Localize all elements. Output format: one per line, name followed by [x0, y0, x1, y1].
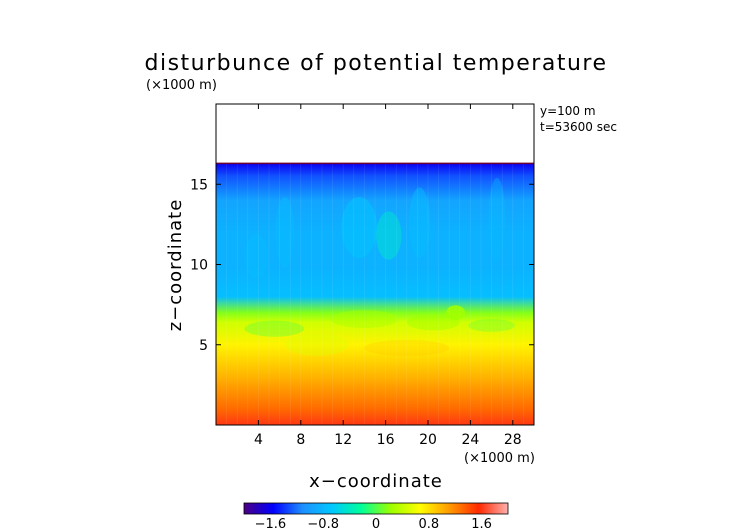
colorbar-tick-label: 1.6 — [471, 517, 492, 532]
colorbar-ticks: −1.6 −0.8 0 0.8 1.6 — [255, 517, 492, 532]
colorbar-tick-label: 0.8 — [418, 517, 439, 532]
x-tick-label: 4 — [254, 432, 263, 448]
y-axis-label: z−coordinate — [165, 199, 186, 332]
eddy — [406, 314, 460, 331]
x-tick-label: 24 — [461, 432, 479, 448]
y-axis-ticks: 5 10 15 — [190, 177, 534, 354]
x-tick-label: 8 — [296, 432, 305, 448]
x-tick-label: 28 — [504, 432, 522, 448]
eddy — [244, 320, 304, 337]
y-tick-label: 10 — [190, 258, 208, 274]
x-tick-label: 16 — [377, 432, 395, 448]
y-tick-label: 5 — [199, 338, 208, 354]
colorbar — [243, 502, 509, 515]
plot-area — [216, 162, 534, 425]
colorbar-tick-label: 0 — [372, 517, 380, 532]
eddy — [284, 333, 349, 356]
eddy — [468, 319, 515, 332]
eddy — [408, 187, 431, 259]
eddy — [330, 310, 399, 328]
eddy — [341, 197, 378, 259]
eddy — [364, 339, 450, 356]
chart-title: disturbunce of potential temperature — [145, 51, 608, 76]
y-tick-label: 15 — [190, 177, 208, 193]
eddy — [376, 211, 402, 260]
x-axis-ticks: 4 8 12 16 20 24 28 — [254, 104, 522, 448]
x-axis-label: x−coordinate — [309, 471, 443, 492]
colorbar-tick-label: −0.8 — [307, 517, 339, 532]
eddy — [488, 177, 506, 262]
annotation-time: t=53600 sec — [540, 120, 617, 134]
eddy — [446, 305, 466, 320]
x-tick-label: 20 — [419, 432, 437, 448]
eddy — [244, 234, 268, 279]
annotation-y-slice: y=100 m — [540, 104, 596, 118]
x-axis-unit: (×1000 m) — [464, 451, 535, 466]
eddy — [275, 197, 295, 268]
colorbar-tick-label: −1.6 — [255, 517, 287, 532]
y-axis-unit: (×1000 m) — [146, 78, 217, 93]
x-tick-label: 12 — [334, 432, 352, 448]
temperature-field — [216, 163, 534, 425]
eddy-structures — [226, 163, 524, 425]
